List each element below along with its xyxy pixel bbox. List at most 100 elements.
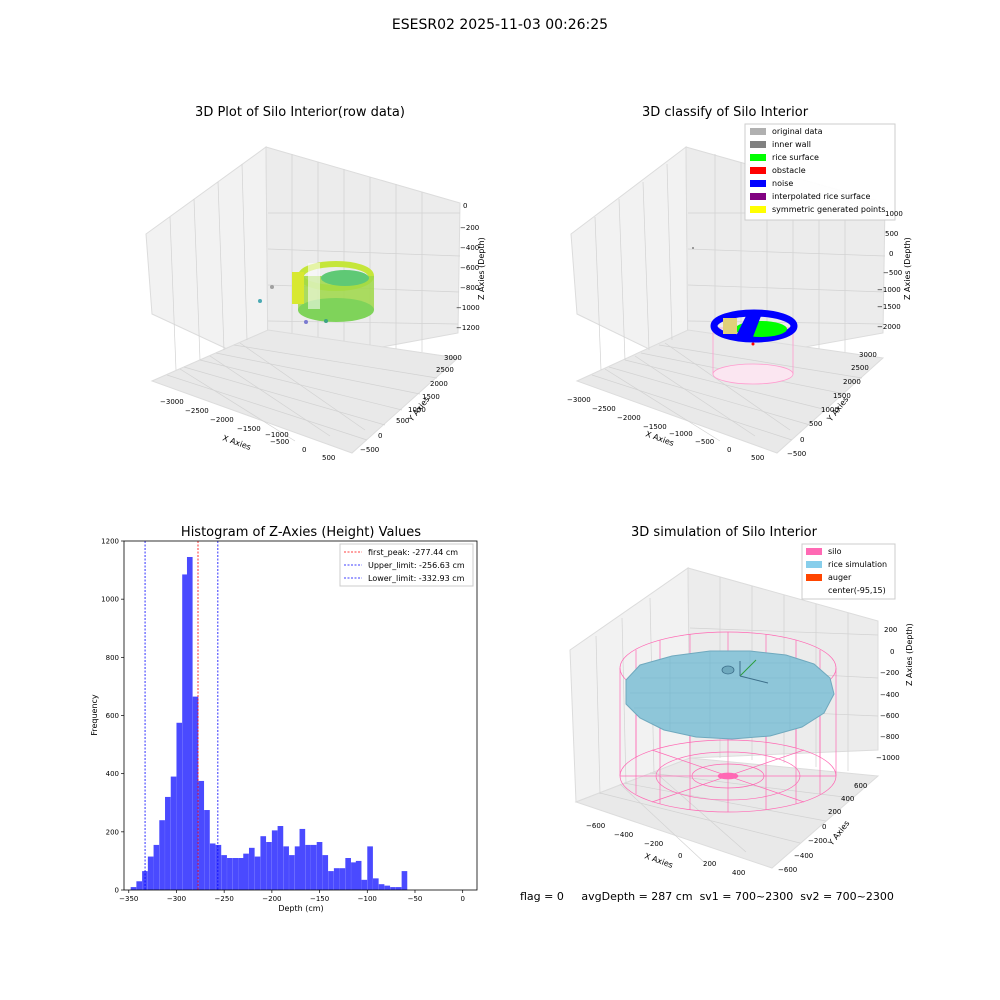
- sim-z-tick: −1000: [876, 754, 900, 762]
- legend-swatch-noise: [750, 180, 766, 187]
- classify-x-tick: −1000: [669, 430, 693, 438]
- raw-z-tick: −1000: [456, 304, 480, 312]
- raw-x-tick: 500: [322, 454, 335, 462]
- classify-legend: original data inner wall rice surface ob…: [744, 123, 896, 221]
- histogram-bar: [147, 856, 154, 890]
- classify-x-tick: −1500: [643, 423, 667, 431]
- histogram-bar: [328, 871, 334, 890]
- classify-3d-plot: 3D classify of Silo Interior original da…: [567, 105, 912, 462]
- raw-z-tick: −800: [460, 284, 479, 292]
- classify-z-label: Z Axies (Depth): [903, 237, 912, 300]
- raw-x-tick: −2000: [210, 416, 234, 424]
- raw-z-tick: 0: [463, 202, 467, 210]
- histogram-bar: [165, 796, 171, 890]
- raw-floor-pane: [150, 329, 460, 454]
- classify-y-tick: −500: [787, 450, 806, 458]
- raw-x-tick: −500: [270, 438, 289, 446]
- histogram-x-tick-label: 0: [460, 895, 464, 903]
- status-avg-depth: avgDepth = 287 cm: [581, 890, 693, 903]
- sim-z-tick: −200: [880, 669, 899, 677]
- sim-z-tick: 0: [890, 648, 894, 656]
- raw-3d-plot: 3D Plot of Silo Interior(row data) −3000…: [145, 105, 486, 462]
- legend-swatch-inner-wall: [750, 141, 766, 148]
- raw-x-tick: −1500: [237, 425, 261, 433]
- histogram-y-tick-label: 400: [106, 770, 119, 778]
- sim-legend-label-auger: auger: [828, 573, 852, 582]
- histogram-bar: [243, 853, 249, 890]
- histogram-bar: [130, 887, 137, 890]
- histogram-x-tick-label: −350: [119, 895, 138, 903]
- raw-outlier-point: [270, 285, 274, 289]
- histogram-bar: [260, 836, 267, 890]
- figure-title: ESESR02 2025-11-03 00:26:25: [391, 17, 609, 33]
- histogram-bar: [310, 844, 317, 890]
- classify-symmetric-points: [723, 318, 737, 334]
- histogram-bar: [192, 696, 199, 890]
- raw-plot-title: 3D Plot of Silo Interior(row data): [195, 105, 405, 120]
- classify-y-tick: 1500: [833, 392, 851, 400]
- histogram-y-tick-label: 200: [106, 828, 119, 836]
- histogram-bar: [227, 858, 233, 890]
- raw-x-tick: −3000: [160, 398, 184, 406]
- classify-y-tick: 0: [800, 436, 804, 444]
- sim-y-tick: 200: [828, 808, 841, 816]
- histogram-y-tick-label: 1000: [101, 596, 119, 604]
- classify-z-tick: 500: [885, 230, 898, 238]
- histogram-y-tick-label: 1200: [101, 538, 119, 546]
- histogram-bar: [361, 879, 368, 890]
- legend-swatch-original: [750, 128, 766, 135]
- classify-z-tick: 1000: [885, 210, 903, 218]
- histogram-x-tick-label: −50: [408, 895, 423, 903]
- histogram-x-tick-label: −300: [167, 895, 186, 903]
- sim-y-tick: −400: [794, 852, 813, 860]
- sim-legend-label-silo: silo: [828, 547, 842, 556]
- classify-plot-title: 3D classify of Silo Interior: [642, 105, 809, 120]
- sim-auger: [721, 659, 769, 684]
- histogram-bar: [238, 858, 245, 890]
- sim-x-label: X Axies: [643, 851, 674, 870]
- histogram-bar: [289, 855, 295, 890]
- legend-label-obstacle: obstacle: [772, 166, 806, 175]
- histogram-bar: [159, 820, 165, 890]
- sim-z-tick: 200: [884, 626, 897, 634]
- legend-label-symmetric: symmetric generated points: [772, 205, 885, 214]
- raw-y-tick: 1000: [408, 406, 426, 414]
- histogram-bar: [378, 884, 385, 890]
- histogram-bar: [316, 842, 323, 890]
- histogram-y-label: Frequency: [90, 694, 99, 736]
- sim-auger-disk: [721, 665, 735, 675]
- raw-grid: [166, 154, 461, 442]
- histogram-bar: [384, 885, 391, 890]
- histogram-y-tick-label: 600: [106, 712, 119, 720]
- histogram-bar: [266, 842, 272, 890]
- classify-y-tick: 2500: [851, 364, 869, 372]
- raw-y-tick: 2000: [430, 380, 448, 388]
- classify-z-tick: −1500: [877, 303, 901, 311]
- histogram-bar: [322, 855, 329, 890]
- sim-legend-swatch-auger: [806, 574, 822, 581]
- simulation-plot-title: 3D simulation of Silo Interior: [631, 525, 818, 540]
- classify-x-tick: 0: [727, 446, 731, 454]
- histogram-bar: [333, 868, 340, 890]
- classify-silo-bottom: [712, 363, 794, 385]
- histogram-legend: first_peak: -277.44 cm Upper_limit: -256…: [339, 543, 474, 587]
- histogram-chart: Histogram of Z-Axies (Height) Values −35…: [90, 525, 478, 913]
- classify-data-points: [692, 247, 798, 385]
- raw-x-tick: −1000: [265, 431, 289, 439]
- raw-x-label: X Axies: [221, 433, 252, 452]
- classify-x-tick: −500: [695, 438, 714, 446]
- raw-z-label: Z Axies (Depth): [477, 237, 486, 300]
- sim-y-tick: 400: [841, 795, 854, 803]
- raw-y-tick: 1500: [422, 393, 440, 401]
- raw-outlier-point: [324, 319, 328, 323]
- raw-y-tick: 500: [396, 417, 409, 425]
- sim-y-tick: −200: [808, 837, 827, 845]
- sim-x-tick: −400: [614, 831, 633, 839]
- sim-legend-swatch-silo: [806, 548, 822, 555]
- raw-z-tick: −400: [460, 244, 479, 252]
- histogram-reference-lines: [144, 541, 219, 890]
- histogram-y-tick-label: 0: [115, 887, 119, 895]
- raw-y-tick: 2500: [436, 366, 454, 374]
- raw-z-tick: −1200: [456, 324, 480, 332]
- sim-z-tick: −600: [880, 712, 899, 720]
